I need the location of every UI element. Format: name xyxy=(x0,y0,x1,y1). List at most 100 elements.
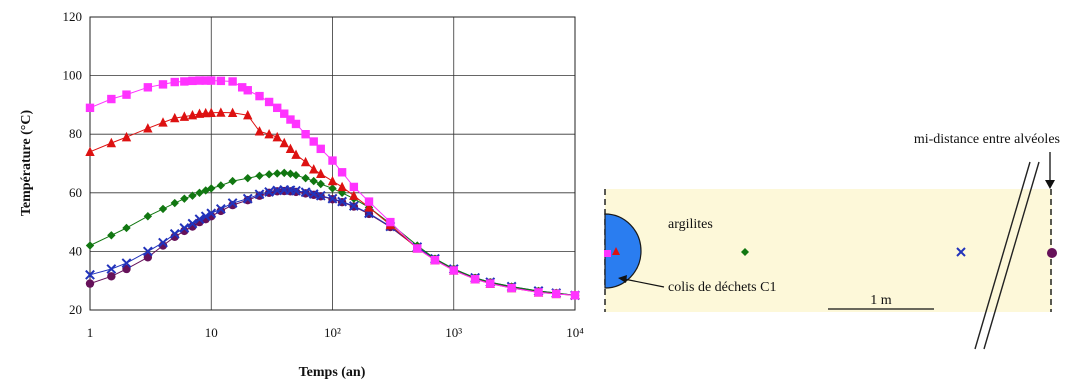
data-point-diamond xyxy=(228,176,237,186)
data-point-square xyxy=(180,77,189,86)
data-point-triangle xyxy=(279,137,289,148)
sensor-x-marker xyxy=(956,247,966,257)
data-point-x xyxy=(106,264,117,274)
data-point-square xyxy=(309,137,318,146)
data-point-x xyxy=(187,218,198,229)
data-point-triangle xyxy=(349,190,359,200)
data-point-circle xyxy=(85,279,95,288)
data-point-square xyxy=(349,182,359,192)
data-point-triangle xyxy=(143,123,153,133)
data-point-x xyxy=(254,189,265,200)
scale-label: 1 m xyxy=(870,293,892,308)
data-point-square xyxy=(449,266,458,275)
sensor-circle-marker xyxy=(1047,248,1057,258)
data-point-diamond xyxy=(309,176,318,186)
data-point-x xyxy=(158,237,168,248)
data-point-x xyxy=(215,204,226,214)
data-point-square xyxy=(470,275,480,284)
data-point-square xyxy=(201,76,210,85)
data-point-diamond xyxy=(291,171,301,180)
x-tick-label: 10² xyxy=(324,325,341,340)
data-point-square xyxy=(243,86,252,95)
data-point-x xyxy=(242,193,253,204)
data-point-circle xyxy=(107,272,116,281)
data-point-x xyxy=(337,196,348,207)
data-point-square xyxy=(291,119,301,129)
data-point-triangle xyxy=(179,111,190,121)
mid-distance-arrow-head xyxy=(1045,180,1055,189)
data-point-x xyxy=(327,193,338,204)
break-line-1 xyxy=(974,161,1031,350)
data-point-x xyxy=(348,201,359,211)
data-point-square xyxy=(534,288,543,297)
data-point-diamond xyxy=(328,184,337,193)
data-point-diamond xyxy=(195,188,204,197)
data-point-circle xyxy=(122,264,131,274)
canister-label: colis de déchets C1 xyxy=(668,280,776,295)
data-point-square xyxy=(286,115,295,124)
data-point-triangle xyxy=(85,146,95,156)
data-point-x xyxy=(308,189,319,199)
sensor-square-marker xyxy=(604,250,611,257)
y-tick-label: 80 xyxy=(69,126,82,141)
x-tick-label: 10³ xyxy=(445,325,462,340)
data-point-square xyxy=(158,80,168,89)
data-point-triangle xyxy=(327,175,338,186)
canister-pointer-head xyxy=(618,275,627,283)
data-point-triangle xyxy=(337,181,347,192)
data-point-diamond xyxy=(273,169,282,178)
data-point-square xyxy=(264,97,274,107)
data-point-square xyxy=(85,103,95,113)
data-point-square xyxy=(107,94,116,104)
data-point-square xyxy=(170,77,179,87)
data-point-square xyxy=(216,76,226,86)
data-point-x xyxy=(200,211,211,222)
data-point-x xyxy=(179,223,190,233)
data-point-triangle xyxy=(364,202,374,212)
data-point-diamond xyxy=(280,168,289,178)
data-point-triangle xyxy=(106,137,117,148)
data-point-x xyxy=(291,185,301,196)
plot-frame xyxy=(89,16,576,311)
data-point-square xyxy=(273,103,282,113)
data-point-square xyxy=(316,144,325,154)
data-point-diamond xyxy=(158,204,168,214)
data-point-triangle xyxy=(243,109,253,120)
data-point-square xyxy=(328,156,337,165)
data-point-square xyxy=(486,279,495,288)
y-tick-label: 100 xyxy=(63,68,83,83)
data-point-diamond xyxy=(122,223,131,233)
x-tick-labels: 1 10 10² 10³ 10⁴ xyxy=(87,325,584,340)
data-point-x xyxy=(194,214,205,225)
geometry-diagram: argilites colis de déchets C1 mi-distanc… xyxy=(604,132,1060,350)
argilites-region xyxy=(605,189,1052,312)
data-point-diamond xyxy=(264,170,274,179)
data-point-triangle xyxy=(264,129,274,139)
data-point-diamond xyxy=(243,173,252,183)
data-point-diamond xyxy=(207,184,216,193)
x-tick-label: 1 xyxy=(87,325,94,340)
data-point-square xyxy=(364,197,374,206)
data-point-diamond xyxy=(301,173,310,183)
data-point-square xyxy=(122,90,131,99)
data-point-triangle xyxy=(216,107,226,117)
data-point-square xyxy=(552,289,561,299)
data-point-x xyxy=(142,246,153,257)
temperature-chart: 20 40 60 80 100 120 1 10 10² 10³ 10⁴ Température … xyxy=(19,9,584,380)
x-tick-label: 10 xyxy=(205,325,218,340)
y-tick-labels: 20 40 60 80 100 120 xyxy=(63,9,83,317)
data-point-triangle xyxy=(158,117,168,127)
sensor-diamond-marker xyxy=(741,248,749,256)
data-point-x xyxy=(227,198,238,208)
data-point-square xyxy=(386,217,395,227)
data-point-x xyxy=(300,187,311,198)
data-point-x xyxy=(264,187,275,197)
series-square xyxy=(85,76,580,300)
series-layer xyxy=(85,76,580,301)
data-point-x xyxy=(121,258,132,269)
data-point-diamond xyxy=(316,179,325,189)
data-point-triangle xyxy=(316,168,326,178)
data-point-triangle xyxy=(206,107,216,118)
data-point-square xyxy=(337,168,347,177)
